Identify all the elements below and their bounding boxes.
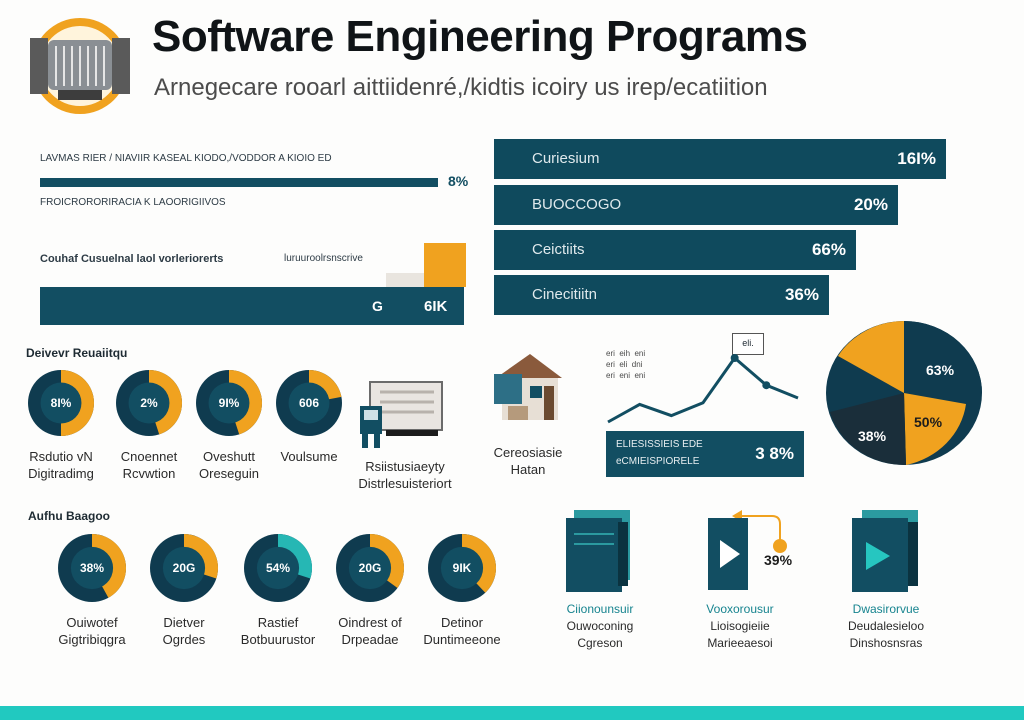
server-machine-illustration — [356, 378, 446, 450]
section-2-donut-1-value: 38% — [79, 561, 105, 575]
top-left-bar-1 — [40, 178, 438, 187]
right-bar-3-value: 66% — [811, 240, 846, 259]
section-1-donut-1-value: 8I% — [50, 396, 72, 410]
top-left-line-1: LAVMAS RIER / NIAVIIR KASEAL KIODO,/VODD… — [40, 153, 332, 164]
section-1-donut-3-hole — [208, 382, 250, 424]
big-pie-slice-orange-right — [904, 393, 966, 465]
machine-caption: Rsiistusiaeyty Distrlesuisteriort — [358, 459, 452, 491]
line-chart-legend: eri eih eni eri eli dni eri eni eni — [606, 349, 646, 380]
section-2-donut-5-value: 9IK — [452, 561, 472, 575]
section-2-donut-2-value: 20G — [172, 561, 196, 575]
right-bar-1: Curiesium 16I% — [494, 139, 946, 179]
section-1-donut-4-caption: Voulsume — [280, 449, 338, 464]
section-2-donut-2-caption: Dietver Ogrdes — [162, 615, 206, 647]
big-pie-label-top: 63% — [926, 362, 955, 378]
line-chart-box-line-1: ELIESISSIEIS EDE — [616, 439, 703, 450]
panel-3-illustration — [846, 508, 930, 594]
big-pie-label-left: 38% — [858, 428, 887, 444]
line-chart-box-value: 3 8% — [755, 444, 794, 463]
right-bar-2-label: BUOCCOGO — [532, 196, 622, 213]
section-2-donut-4-hole — [348, 546, 392, 590]
big-pie-label-right: 50% — [914, 414, 943, 430]
section-1-donut-4: 606 — [276, 370, 342, 436]
line-chart-series — [607, 355, 799, 424]
top-left-bar-2-value: 6IK — [424, 298, 448, 315]
section-1-donut-3-value: 9I% — [218, 396, 240, 410]
section-1-donut-3: 9I% — [196, 370, 262, 436]
line-chart-point-1 — [730, 354, 739, 362]
section-1-donut-2-value: 2% — [140, 396, 158, 410]
section-1-donut-1-hole — [40, 382, 82, 424]
line-chart-box-line-2: eCMIEISPIORELE — [616, 456, 700, 467]
panel-1-illustration — [560, 508, 640, 594]
section-2-donut-2-hole — [162, 546, 206, 590]
section-1-donut-1-caption: Rsdutio vN Digitradimg — [28, 449, 94, 481]
top-left-row-note: luruuroolrsnscrive — [284, 253, 363, 264]
footer-stripe — [0, 706, 1024, 720]
top-left-bar-2-left: G — [372, 298, 383, 314]
right-bar-4: Cinecitiitn 36% — [494, 275, 829, 315]
right-bar-4-value: 36% — [784, 285, 819, 304]
section-1-donut-4-value: 606 — [298, 396, 320, 410]
house-caption: Cereosiasie Hatan — [493, 445, 563, 477]
right-bar-2-value: 20% — [853, 195, 888, 214]
section-2-donut-1-caption: Ouiwotef Gigtribiqgra — [58, 615, 126, 647]
big-pie-slice-top — [904, 321, 982, 393]
right-bar-3-label: Ceictiits — [532, 241, 585, 258]
page-title: Software Engineering Programs — [152, 12, 808, 61]
line-chart-tag: eli. — [732, 333, 764, 355]
section-1-donut-3-caption: Oveshutt Oreseguin — [199, 449, 259, 481]
line-chart — [607, 354, 799, 424]
section-1-donut-2: 2% — [116, 370, 182, 436]
section-2-donut-4-caption: Oindrest of Drpeadae — [338, 615, 402, 647]
panel-2-caption: Vooxorousur Lioisogieiie Marieeaesoi — [706, 602, 774, 650]
top-left-bar-1-value: 8% — [448, 173, 469, 189]
big-pie-slice-dark — [830, 393, 906, 466]
section-2-donut-3-hole — [256, 546, 300, 590]
right-bar-4-label: Cinecitiitn — [532, 286, 598, 303]
section-2-donut-5-caption: Detinor Duntimeeone — [423, 615, 501, 647]
section-1-donut-1: 8I% — [28, 370, 94, 436]
section-2-donut-3: 54% — [244, 534, 312, 602]
top-left-gray-block — [386, 273, 424, 287]
section-1-heading: Deivevr Reuaiitqu — [26, 346, 128, 360]
top-left-bar-2: G 6IK — [40, 287, 464, 325]
panel-1-caption: Ciionounsuir Ouwoconing Cgreson — [566, 602, 634, 650]
right-bar-2: BUOCCOGO 20% — [494, 185, 898, 225]
top-left-row-label: Couhaf Cusuelnal laol vorleriorerts — [40, 253, 224, 265]
big-pie-slice-orange-top — [838, 321, 904, 393]
house-illustration — [490, 350, 566, 422]
section-2-donut-3-caption: Rastief Botbuurustor — [240, 615, 316, 647]
section-2-donut-4: 20G — [336, 534, 404, 602]
top-left-orange-block — [424, 243, 466, 287]
right-bar-3: Ceictiits 66% — [494, 230, 856, 270]
section-2-donut-1: 38% — [58, 534, 126, 602]
section-2-donut-1-hole — [70, 546, 114, 590]
section-2-donut-4-value: 20G — [358, 561, 382, 575]
right-bar-1-value: 16I% — [897, 149, 936, 168]
panel-2-value: 39% — [764, 552, 793, 568]
big-pie-chart: 63% 38% 50% — [824, 320, 984, 466]
section-1-donut-4-hole — [288, 382, 330, 424]
section-1-donut-2-hole — [128, 382, 170, 424]
panel-2-illustration — [700, 502, 810, 594]
section-2-donut-3-value: 54% — [265, 561, 291, 575]
section-2-donut-5-hole — [440, 546, 484, 590]
section-2-heading: Aufhu Baagoo — [28, 509, 110, 523]
section-1-donut-2-caption: Cnoennet Rcvwtion — [120, 449, 178, 481]
top-left-line-2: FROICRORORIRACIA K LAOORIGIIVOS — [40, 197, 226, 208]
section-2-donut-2: 20G — [150, 534, 218, 602]
logo-emblem — [22, 12, 132, 116]
page-subtitle: Arnegecare rooarl aittiidenré,/kidtis ic… — [154, 74, 768, 101]
line-chart-point-2 — [762, 381, 771, 390]
right-bar-1-label: Curiesium — [532, 150, 600, 167]
line-chart-box: ELIESISSIEIS EDE eCMIEISPIORELE 3 8% — [606, 431, 804, 477]
panel-3-caption: Dwasirorvue Deudalesieloo Dinshosnsras — [847, 602, 925, 650]
section-2-donut-5: 9IK — [428, 534, 496, 602]
